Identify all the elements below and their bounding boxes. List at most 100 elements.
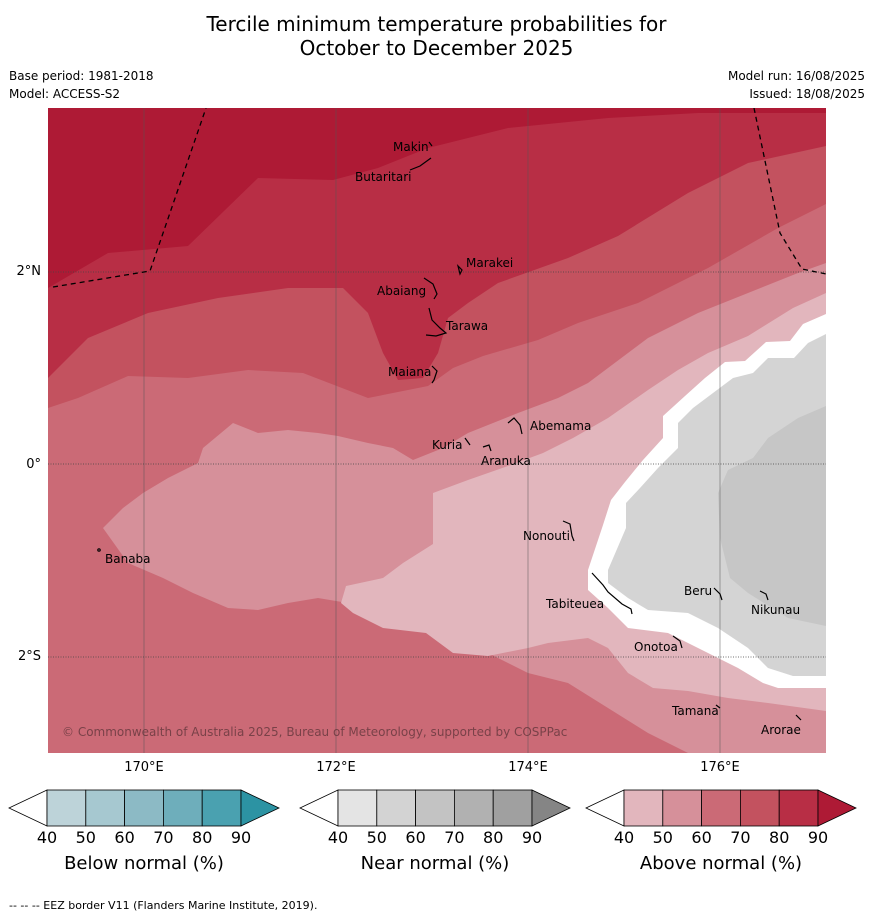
colorbar-below-tick: 50: [75, 828, 96, 847]
label-abaiang: Abaiang: [377, 284, 426, 298]
label-butaritari: Butaritari: [355, 170, 412, 184]
parallels: [48, 271, 826, 658]
colorbar-near-segment: [453, 789, 494, 827]
model-name: Model: ACCESS-S2: [9, 87, 121, 101]
near-normal-50: [718, 406, 826, 626]
colorbar-below-low-extend: [8, 789, 48, 827]
island-banaba: [97, 548, 101, 552]
colorbar-below-high-extend: [240, 789, 280, 827]
eez-footer-note: -- -- -- EEZ border V11 (Flanders Marine…: [9, 899, 318, 912]
base-period: Base period: 1981-2018: [9, 69, 154, 83]
island-beru: [713, 587, 723, 601]
map-title: Tercile minimum temperature probabilitie…: [0, 12, 873, 60]
island-aranuka: [482, 444, 492, 452]
colorbar-below-segment: [201, 789, 242, 827]
label-nikunau: Nikunau: [751, 603, 800, 617]
copyright-notice: © Commonwealth of Australia 2025, Bureau…: [62, 725, 567, 739]
colorbar-above-segment: [701, 789, 741, 827]
colorbar-above-tick: 40: [613, 828, 635, 847]
colorbar-below-tick: 70: [153, 828, 174, 847]
colorbar-near-normal: [299, 789, 571, 827]
lat-label-0: 0°: [26, 457, 41, 472]
colorbar-below-segment: [85, 789, 126, 827]
colorbar-near-tick: 80: [483, 828, 504, 847]
colorbar-above-normal: [585, 789, 857, 827]
island-arorae: [795, 714, 802, 721]
colorbar-above-tick: 80: [769, 828, 790, 847]
colorbar-above-segment: [739, 789, 780, 827]
island-abemama: [507, 417, 523, 435]
colorbar-near-tick: 40: [327, 828, 349, 847]
colorbar-label-near: Near normal (%): [360, 853, 510, 874]
island-makin: [428, 141, 433, 147]
island-tabiteuea: [591, 572, 633, 615]
label-beru: Beru: [684, 584, 712, 598]
colorbar-above-segment: [778, 789, 819, 827]
issued-date: Issued: 18/08/2025: [749, 87, 865, 101]
colorbar-above-high-extend: [817, 789, 857, 827]
colorbar-label-below: Below normal (%): [64, 853, 224, 874]
title-line-1: Tercile minimum temperature probabilitie…: [206, 12, 667, 36]
colorbar-above-tick: 90: [807, 828, 829, 847]
label-tamana: Tamana: [671, 704, 719, 718]
island-butaritari: [409, 157, 432, 171]
label-tarawa: Tarawa: [445, 319, 488, 333]
colorbar-below-tick: 90: [230, 828, 252, 847]
island-kuria: [464, 437, 471, 446]
label-onotoa: Onotoa: [634, 640, 678, 654]
island-maiana: [431, 365, 438, 384]
colorbar-near-tick: 60: [405, 828, 426, 847]
title-line-2: October to December 2025: [299, 36, 574, 60]
island-nonouti: [562, 520, 575, 542]
probability-map: Makin Butaritari Marakei Abaiang Tarawa …: [48, 108, 826, 753]
colorbar-near-segment: [415, 789, 455, 827]
colorbar-above-tick: 50: [652, 828, 673, 847]
lat-label-2s: 2°S: [17, 649, 41, 664]
right-meta: Model run: 16/08/2025 Issued: 18/08/2025: [728, 67, 865, 103]
colorbar-below-segment: [46, 789, 87, 827]
colorbar-near-high-extend: [531, 789, 571, 827]
lon-label-174e: 174°E: [508, 760, 548, 775]
label-kuria: Kuria: [432, 438, 463, 452]
label-marakei: Marakei: [466, 256, 513, 270]
label-banaba: Banaba: [105, 552, 151, 566]
model-run: Model run: 16/08/2025: [727, 69, 865, 83]
colorbar-below-tick: 40: [36, 828, 58, 847]
colorbar-below-tick: 80: [192, 828, 213, 847]
island-abaiang: [423, 277, 438, 300]
colorbar-above-tick: 70: [730, 828, 751, 847]
eez-borders: [52, 108, 826, 288]
colorbar-label-above: Above normal (%): [639, 853, 803, 874]
colorbar-near-segment: [337, 789, 378, 827]
colorbar-near-tick: 90: [521, 828, 543, 847]
colorbar-below-tick: 60: [114, 828, 135, 847]
colorbar-near-tick: 70: [444, 828, 465, 847]
island-tamana: [715, 704, 721, 709]
islands: [97, 141, 802, 721]
colorbar-near-segment: [376, 789, 417, 827]
colorbar-near-tick: 50: [366, 828, 387, 847]
label-maiana: Maiana: [388, 365, 431, 379]
label-makin: Makin: [393, 140, 429, 154]
colorbar-above-tick: 60: [691, 828, 712, 847]
left-meta: Base period: 1981-2018 Model: ACCESS-S2: [9, 67, 154, 103]
colorbar-below-segment: [124, 789, 164, 827]
island-nikunau: [759, 590, 769, 601]
lat-label-2n: 2°N: [16, 264, 42, 279]
colorbar-above-segment: [662, 789, 703, 827]
lon-label-172e: 172°E: [316, 760, 356, 775]
lon-label-170e: 170°E: [124, 760, 164, 775]
colorbar-below-normal: [8, 789, 280, 827]
colorbar-near-low-extend: [299, 789, 339, 827]
label-abemama: Abemama: [530, 419, 591, 433]
label-aranuka: Aranuka: [481, 454, 531, 468]
graticule: [143, 108, 721, 753]
colorbar-near-segment: [492, 789, 533, 827]
colorbar-above-segment: [623, 789, 664, 827]
island-marakei: [456, 264, 463, 276]
label-arorae: Arorae: [761, 723, 801, 737]
label-nonouti: Nonouti: [523, 529, 570, 543]
eez-border-east: [753, 108, 826, 275]
island-tarawa: [425, 307, 448, 337]
colorbar-above-low-extend: [585, 789, 625, 827]
